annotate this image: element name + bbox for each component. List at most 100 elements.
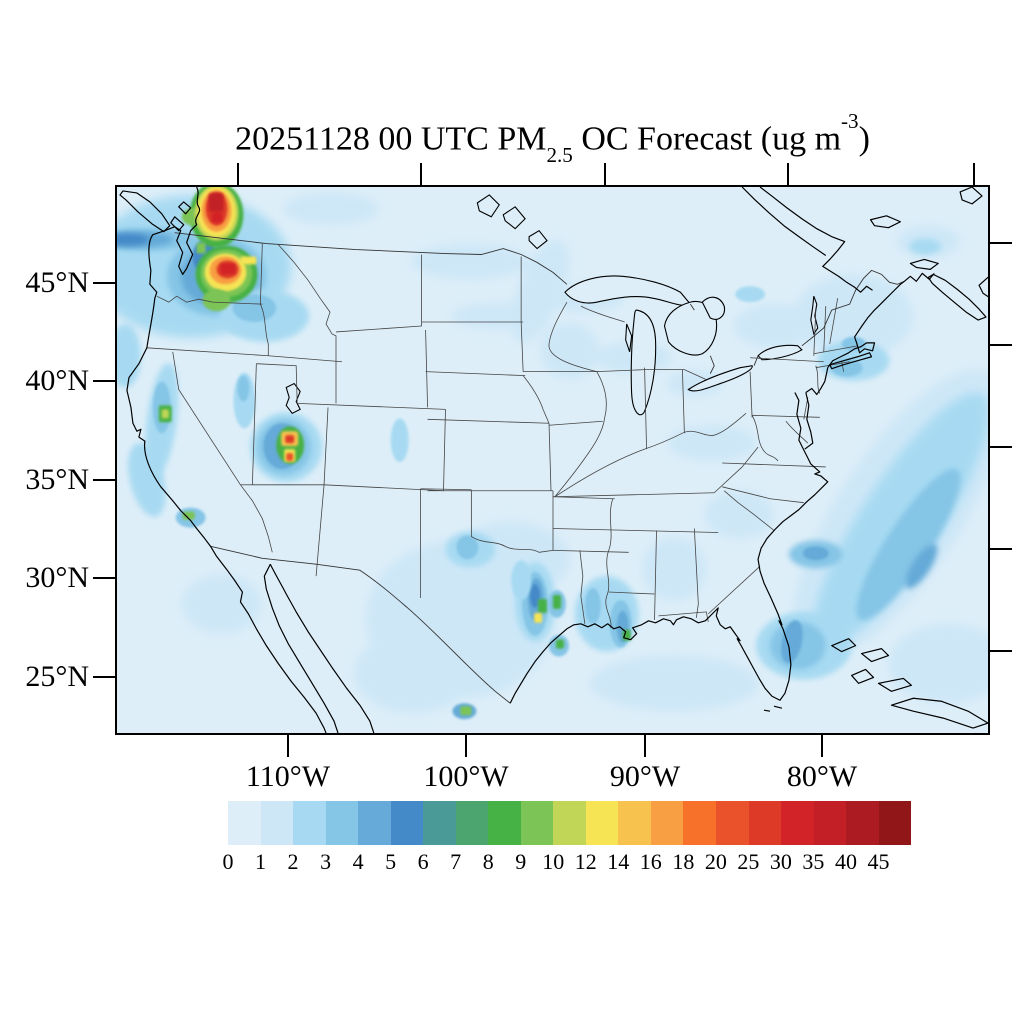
colorbar-segment bbox=[520, 801, 554, 845]
axis-tick bbox=[604, 163, 606, 185]
nova-scotia bbox=[927, 273, 987, 321]
florida-keys bbox=[763, 705, 783, 712]
lon-label: 110°W bbox=[245, 760, 331, 793]
colorbar-segment bbox=[781, 801, 814, 845]
colorbar-segment bbox=[423, 801, 456, 845]
plot-title: 20251128 00 UTC PM2.5 OC Forecast (ug m-… bbox=[115, 109, 990, 167]
colorbar-label: 16 bbox=[639, 849, 662, 874]
colorbar-label: 8 bbox=[482, 849, 494, 874]
canada-border-east bbox=[689, 269, 905, 374]
colorbar-label: 0 bbox=[222, 849, 234, 874]
state-borders bbox=[146, 243, 858, 628]
colorbar-label: 20 bbox=[704, 849, 727, 874]
title-text-2: OC Forecast (ug m bbox=[572, 120, 842, 158]
axis-tick bbox=[990, 242, 1012, 244]
axis-tick bbox=[420, 163, 422, 185]
axis-tick bbox=[237, 163, 239, 185]
manitoba-lakes bbox=[476, 194, 548, 250]
axis-tick bbox=[93, 479, 115, 481]
axis-tick bbox=[93, 676, 115, 678]
axis-tick bbox=[973, 163, 975, 185]
colorbar-segment bbox=[650, 801, 684, 845]
prince-edward-island bbox=[909, 258, 939, 270]
coast-west bbox=[126, 187, 327, 733]
lat-label: 30°N bbox=[25, 561, 89, 594]
lat-label: 35°N bbox=[25, 463, 89, 496]
colorbar-segment bbox=[488, 801, 521, 845]
anticosti-island bbox=[869, 215, 901, 229]
colorbar-segment bbox=[748, 801, 782, 845]
colorbar-label: 6 bbox=[417, 849, 429, 874]
map-canvas bbox=[117, 187, 988, 733]
colorbar-segment bbox=[390, 801, 424, 845]
axis-tick bbox=[93, 577, 115, 579]
axis-tick bbox=[644, 735, 646, 757]
colorbar-segment bbox=[585, 801, 619, 845]
newfoundland-corner bbox=[959, 187, 983, 205]
axis-tick bbox=[787, 163, 789, 185]
map-plot bbox=[115, 185, 990, 735]
colorbar-segment bbox=[846, 801, 879, 845]
colorbar-label: 25 bbox=[737, 849, 760, 874]
bahamas bbox=[831, 638, 912, 692]
lake-champlain bbox=[810, 296, 819, 336]
coast-baja-gulf bbox=[263, 563, 375, 733]
cape-breton bbox=[978, 276, 988, 298]
colorbar-label: 3 bbox=[320, 849, 332, 874]
axis-tick bbox=[990, 344, 1012, 346]
lat-label: 40°N bbox=[25, 364, 89, 397]
hotspot-utah bbox=[250, 412, 409, 482]
axis-tick bbox=[287, 735, 289, 757]
axis-tick bbox=[93, 282, 115, 284]
colorbar-segment bbox=[553, 801, 586, 845]
colorbar-segment bbox=[715, 801, 749, 845]
title-text-3: ) bbox=[858, 120, 870, 158]
coast-new-england bbox=[827, 272, 935, 369]
coast-st-lawrence bbox=[741, 187, 873, 293]
lake-michigan bbox=[630, 309, 657, 416]
colorbar-segment bbox=[325, 801, 359, 845]
coast-gulf-east bbox=[509, 392, 829, 704]
axis-tick bbox=[990, 548, 1012, 550]
colorbar-segment bbox=[358, 801, 391, 845]
axis-tick bbox=[821, 735, 823, 757]
lake-erie bbox=[687, 365, 753, 392]
colorbar-segment bbox=[618, 801, 651, 845]
canada-border bbox=[174, 232, 568, 285]
lakes bbox=[285, 194, 819, 416]
title-superscript: -3 bbox=[841, 108, 859, 133]
colorbar-segment bbox=[228, 801, 261, 845]
lon-label: 80°W bbox=[786, 760, 858, 793]
colorbar-labels: 0 1 2 3 4 5 6 7 8 9 10 12 14 16 18 20 25 30 35 40 45 bbox=[0, 848, 1024, 878]
axis-tick bbox=[93, 380, 115, 382]
colorbar-label: 10 bbox=[542, 849, 565, 874]
colorbar-segment bbox=[455, 801, 489, 845]
title-subscript: 2.5 bbox=[546, 142, 573, 167]
axis-tick bbox=[990, 650, 1012, 652]
lat-label: 25°N bbox=[25, 660, 89, 693]
colorbar-segment bbox=[878, 801, 912, 845]
hotspot-washington bbox=[195, 242, 258, 312]
coastlines bbox=[119, 187, 988, 733]
colorbar-label: 30 bbox=[769, 849, 792, 874]
field-atlantic-band bbox=[756, 369, 988, 680]
colorbar-label: 18 bbox=[672, 849, 695, 874]
colorbar-label: 9 bbox=[515, 849, 527, 874]
colorbar-label: 45 bbox=[867, 849, 890, 874]
colorbar-segment bbox=[260, 801, 294, 845]
colorbar-label: 4 bbox=[352, 849, 364, 874]
axis-tick bbox=[465, 735, 467, 757]
field-northeast bbox=[735, 238, 942, 381]
colorbar-label: 12 bbox=[574, 849, 597, 874]
colorbar-label: 7 bbox=[450, 849, 462, 874]
coast-delmarva bbox=[804, 367, 829, 450]
green-bay bbox=[625, 323, 633, 352]
lon-label: 100°W bbox=[423, 760, 509, 793]
georgian-bay bbox=[701, 296, 726, 320]
field-gulf-clusters bbox=[445, 531, 639, 720]
long-island bbox=[829, 352, 873, 370]
lake-huron bbox=[663, 300, 718, 356]
colorbar-label: 35 bbox=[802, 849, 825, 874]
lake-superior bbox=[564, 275, 692, 306]
